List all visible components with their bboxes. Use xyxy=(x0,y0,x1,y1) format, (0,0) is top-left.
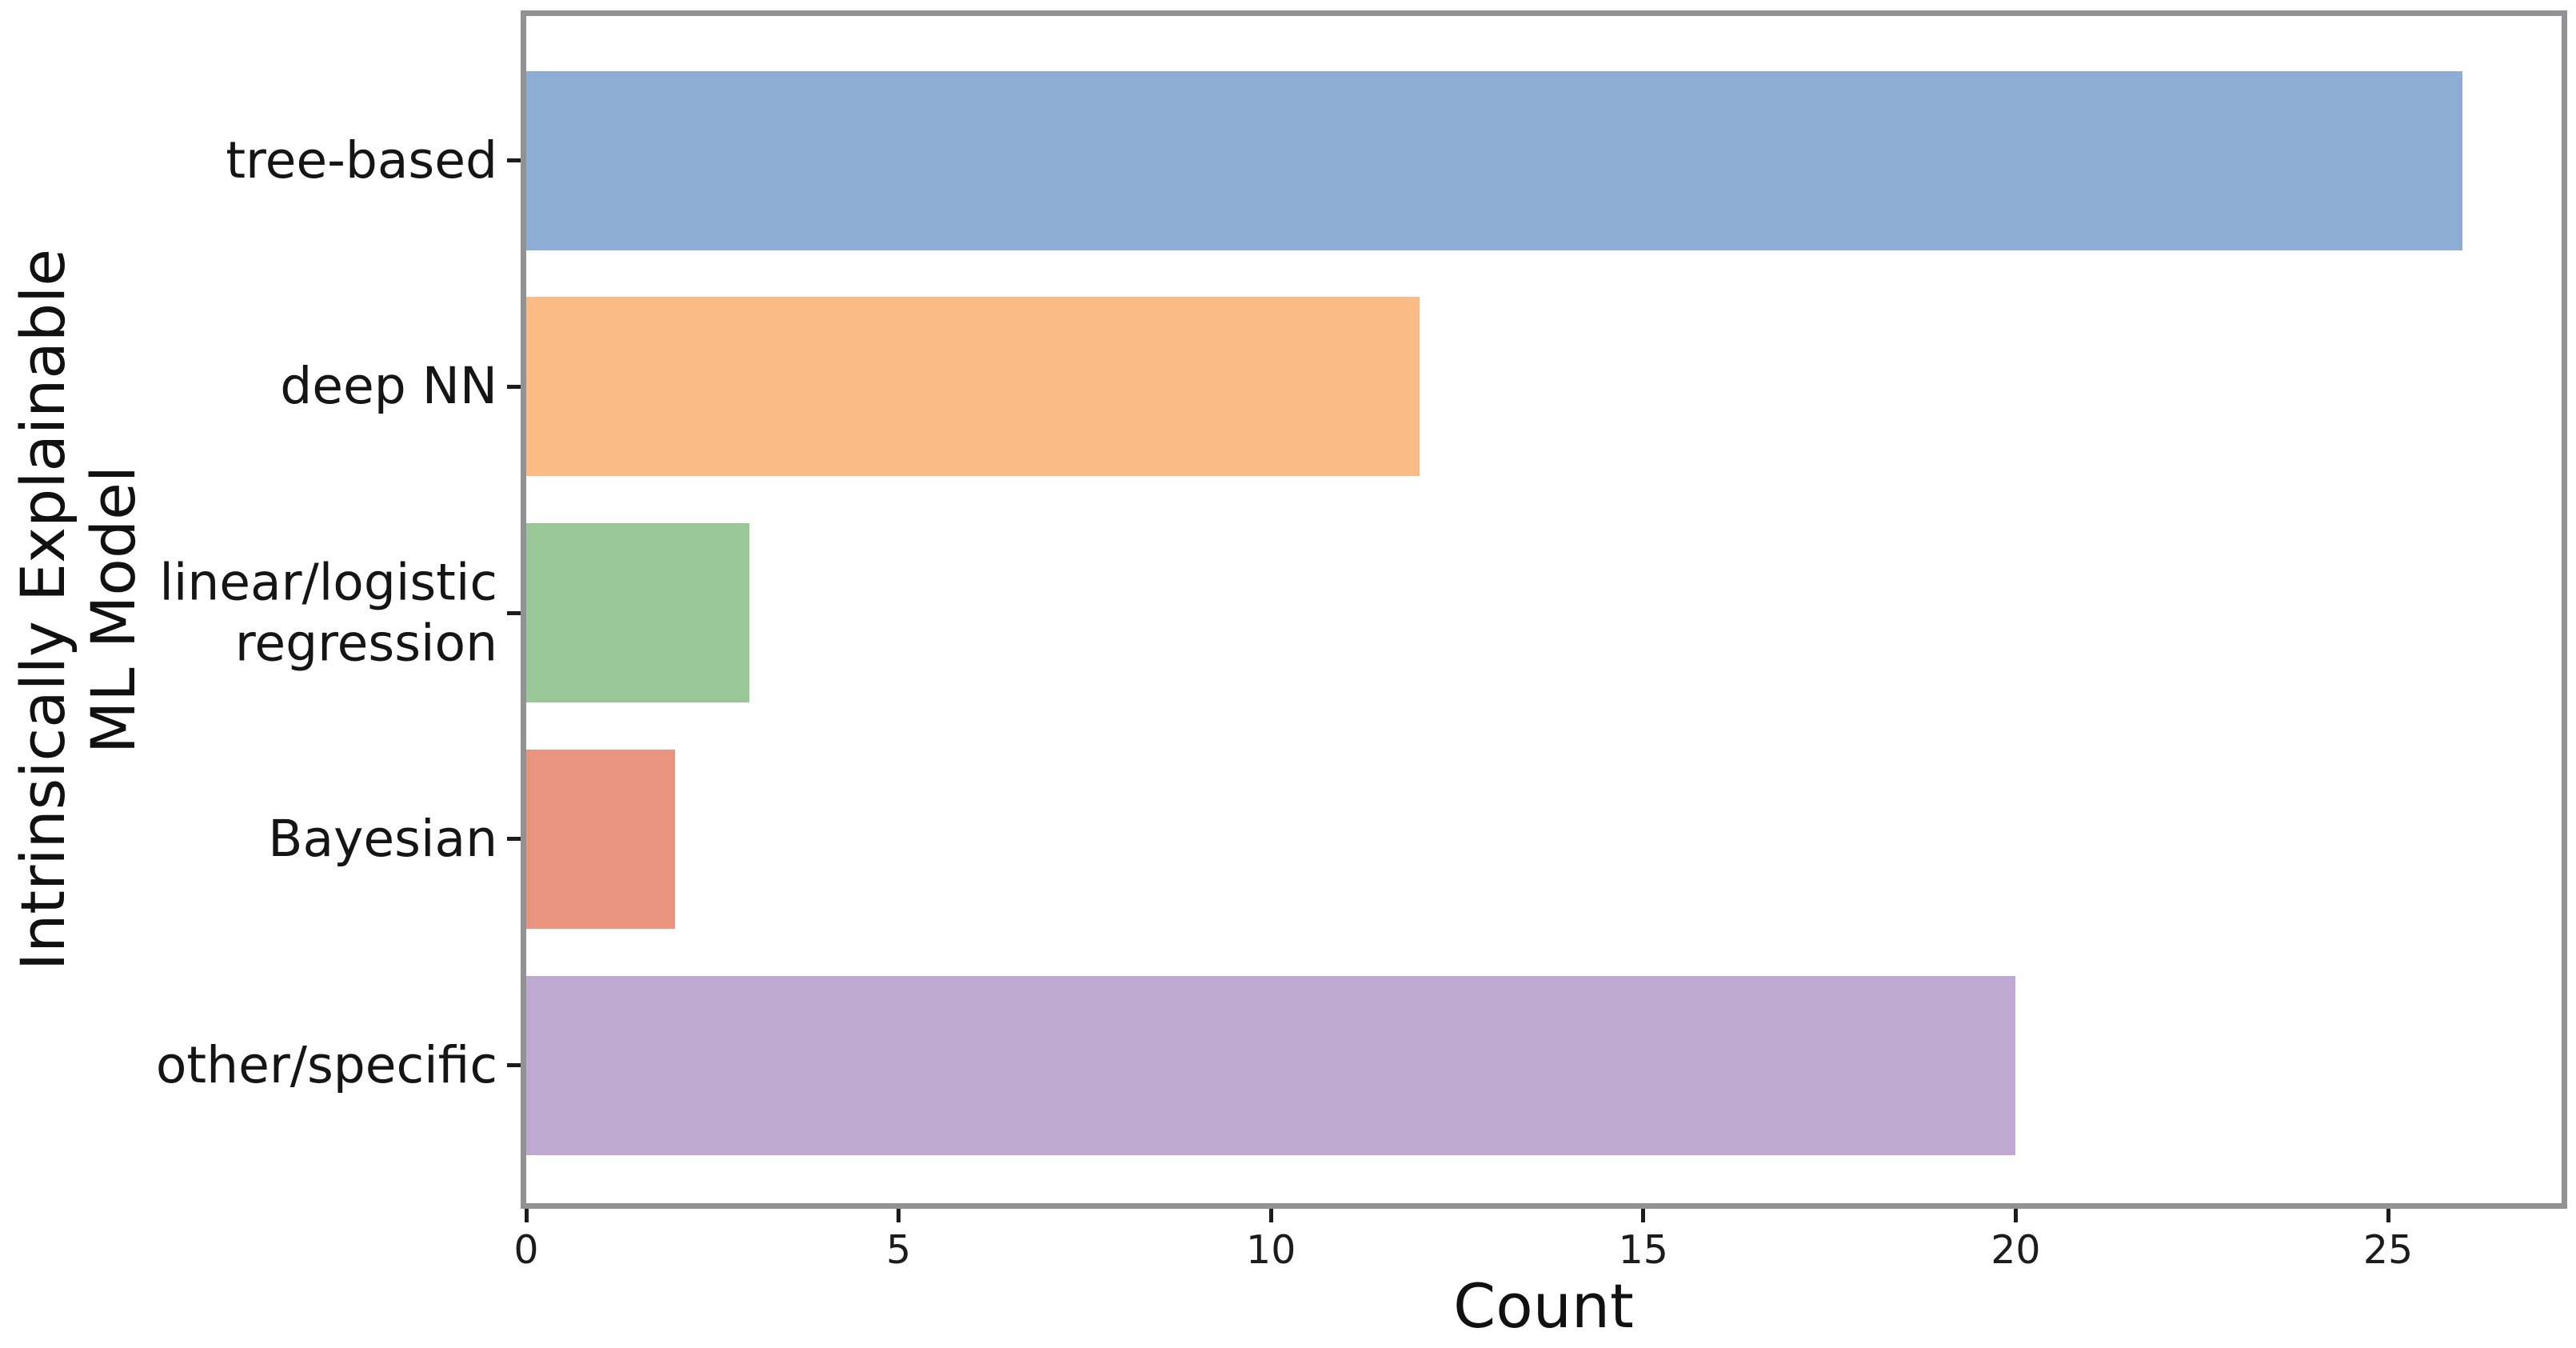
x-tick-mark xyxy=(1641,1209,1646,1222)
y-tick-mark xyxy=(507,158,521,162)
y-tick-label-tree-based: tree-based xyxy=(226,130,497,190)
x-tick-label-15: 15 xyxy=(1618,1227,1668,1273)
x-tick-label-0: 0 xyxy=(513,1227,539,1273)
bar-other-specific xyxy=(526,975,2016,1155)
x-axis-title: Count xyxy=(1453,1270,1634,1342)
x-tick-label-25: 25 xyxy=(2362,1227,2414,1273)
x-tick-mark xyxy=(2013,1209,2018,1222)
y-tick-label-linear-logistic-regression: linear/logistic regression xyxy=(159,553,497,672)
y-tick-mark xyxy=(507,1063,521,1067)
x-tick-label-5: 5 xyxy=(886,1227,912,1273)
y-tick-mark xyxy=(507,610,521,615)
bar-tree-based xyxy=(526,70,2463,250)
y-tick-label-other-specific: other/specific xyxy=(155,1035,497,1094)
y-tick-mark xyxy=(507,837,521,842)
bar-bayesian xyxy=(526,749,676,929)
x-tick-label-20: 20 xyxy=(1991,1227,2041,1273)
y-tick-label-bayesian: Bayesian xyxy=(268,809,497,868)
y-axis-title: Intrinsically Explainable ML Model xyxy=(6,248,149,971)
x-tick-mark xyxy=(1268,1209,1273,1222)
bar-deep-nn xyxy=(526,297,1420,477)
x-tick-label-10: 10 xyxy=(1246,1227,1296,1273)
y-tick-mark xyxy=(507,384,521,389)
bar-linear-logistic-regression xyxy=(526,523,750,702)
x-tick-mark xyxy=(2386,1209,2390,1222)
y-tick-label-deep-nn: deep NN xyxy=(280,357,497,416)
y-axis-title-wrap: Intrinsically Explainable ML Model xyxy=(0,0,157,1219)
x-tick-mark xyxy=(897,1209,901,1222)
x-tick-mark xyxy=(524,1209,529,1222)
